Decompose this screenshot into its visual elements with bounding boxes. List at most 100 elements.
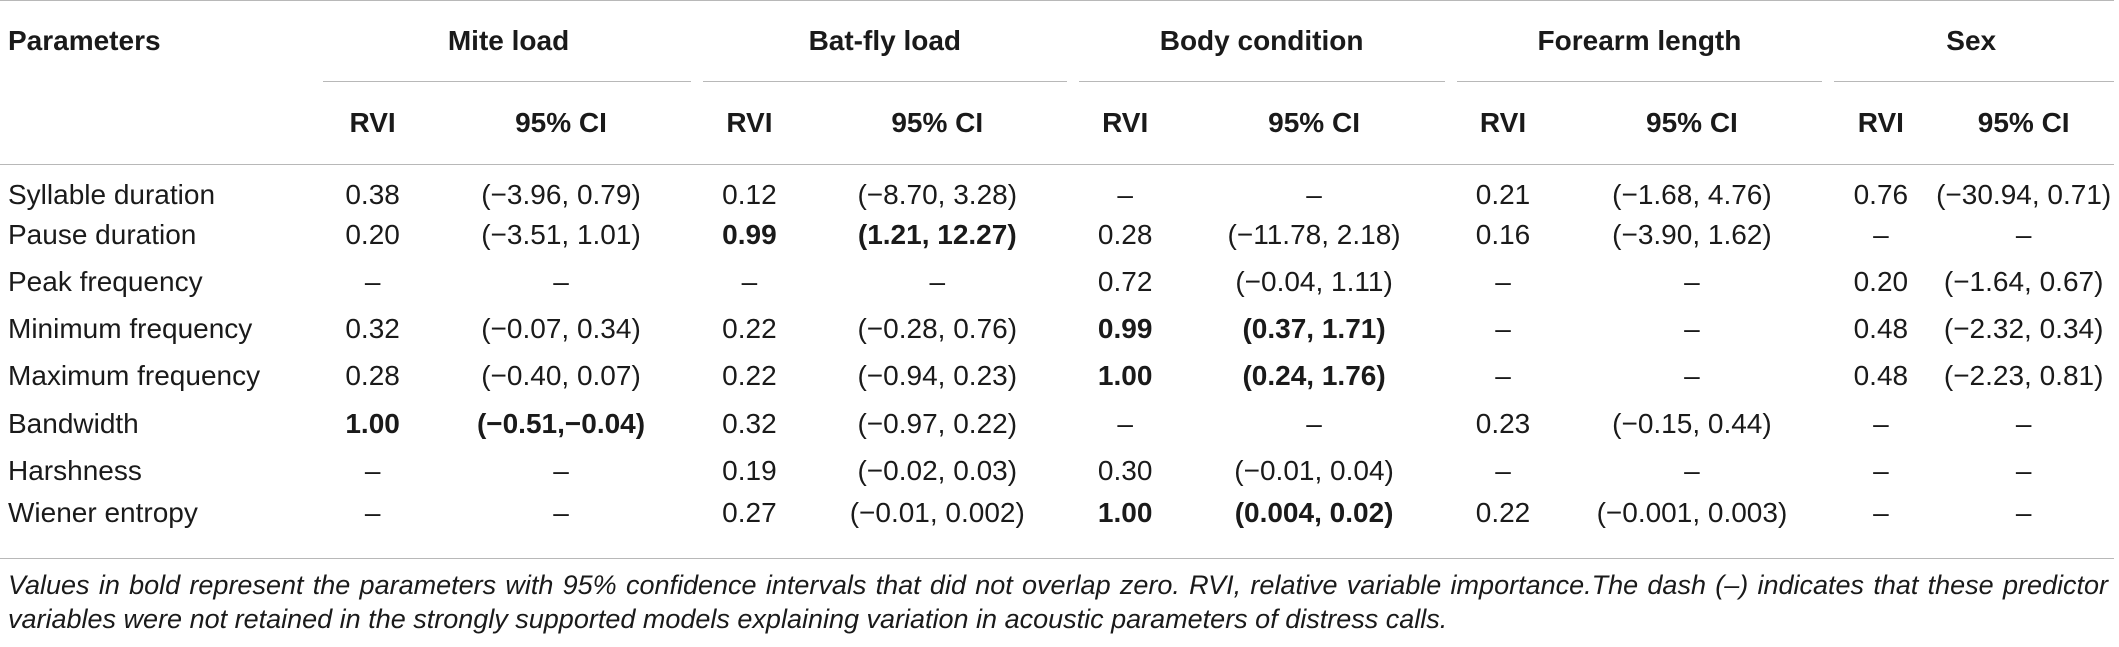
- row-label: Wiener entropy: [8, 496, 198, 528]
- ci-cell: (1.21, 12.27): [857, 218, 1017, 250]
- rvi-cell: 0.20: [1853, 265, 1909, 297]
- rvi-cell: 0.99: [722, 218, 777, 250]
- group-underline: [702, 81, 1067, 82]
- rvi-cell: 0.22: [722, 313, 777, 345]
- ci-cell: (−0.40, 0.07): [481, 360, 641, 392]
- group-header-row: Parameters Mite load Bat-fly load Body c…: [0, 0, 2114, 82]
- rvi-cell: –: [1495, 454, 1511, 486]
- rvi-cell: 0.22: [1475, 496, 1531, 528]
- table-row: Syllable duration 0.38 (−3.96, 0.79) 0.12 (−…: [0, 164, 2114, 211]
- row-label: Harshness: [8, 454, 142, 486]
- ci-cell: (−0.94, 0.23): [857, 360, 1018, 392]
- rvi-cell: 1.00: [345, 407, 400, 439]
- rvi-cell: 0.32: [722, 407, 777, 439]
- group-header-forearm-length: Forearm length: [1451, 0, 1829, 82]
- ci-cell: (0.24, 1.76): [1242, 360, 1386, 392]
- ci-cell: –: [2015, 407, 2032, 439]
- ci-cell: –: [1684, 265, 1700, 297]
- ci-cell: –: [1684, 360, 1700, 392]
- rvi-cell: –: [364, 454, 381, 486]
- ci-cell: –: [929, 265, 946, 297]
- ci-cell: (−3.90, 1.62): [1612, 218, 1772, 250]
- ci-cell: (−0.97, 0.22): [857, 407, 1018, 439]
- group-header-label: Bat-fly load: [808, 25, 962, 56]
- rvi-cell: 0.28: [1097, 218, 1153, 250]
- ci-cell: (−11.78, 2.18): [1227, 218, 1401, 250]
- rvi-cell: –: [1873, 407, 1889, 439]
- rvi-cell: 0.72: [1097, 265, 1153, 297]
- rvi-cell: 0.21: [1475, 178, 1531, 210]
- ci-cell: (−30.94, 0.71): [1936, 178, 2112, 210]
- ci-cell: (−2.32, 0.34): [1943, 313, 2104, 345]
- rvi-cell: 0.30: [1097, 454, 1153, 486]
- subheader-rvi: RVI: [1102, 106, 1149, 138]
- subheader-rvi: RVI: [726, 106, 773, 138]
- ci-cell: –: [1684, 454, 1700, 486]
- ci-cell: –: [2015, 496, 2032, 528]
- rvi-cell: 0.23: [1475, 407, 1531, 439]
- ci-cell: (−3.51, 1.01): [481, 218, 641, 250]
- rvi-cell: –: [1117, 178, 1133, 210]
- ci-cell: (−1.68, 4.76): [1612, 178, 1772, 210]
- ci-cell: –: [2015, 454, 2032, 486]
- row-label: Bandwidth: [8, 407, 139, 439]
- rvi-cell: 0.16: [1475, 218, 1531, 250]
- rvi-cell: 1.00: [1097, 496, 1153, 528]
- subheader-ci: 95% CI: [1977, 106, 2070, 138]
- subheader-ci: 95% CI: [891, 106, 984, 138]
- table-row: Maximum frequency 0.28 (−0.40, 0.07) 0.22 (−…: [0, 353, 2114, 400]
- table-row: Minimum frequency 0.32 (−0.07, 0.34) 0.22 (−…: [0, 306, 2114, 353]
- group-header-mite-load: Mite load: [320, 0, 697, 82]
- rvi-cell: –: [364, 496, 381, 528]
- row-label: Syllable duration: [8, 178, 216, 210]
- subheader-ci: 95% CI: [1646, 106, 1738, 138]
- ci-cell: (−0.001, 0.003): [1596, 496, 1788, 528]
- rvi-cell: –: [1495, 313, 1511, 345]
- ci-cell: –: [553, 496, 569, 528]
- ci-cell: –: [1306, 178, 1322, 210]
- table-row: Bandwidth 1.00 (−0.51,−0.04) 0.32 (−0.97, 0.…: [0, 400, 2114, 447]
- ci-cell: –: [1684, 313, 1700, 345]
- rvi-cell: 0.19: [722, 454, 777, 486]
- group-header-label: Mite load: [447, 25, 570, 56]
- ci-cell: (0.37, 1.71): [1242, 313, 1386, 345]
- ci-cell: (−0.04, 1.11): [1235, 265, 1393, 297]
- table-row: Pause duration 0.20 (−3.51, 1.01) 0.99 (1.21…: [0, 211, 2114, 258]
- rvi-cell: –: [364, 265, 381, 297]
- rvi-cell: –: [1495, 360, 1511, 392]
- table-body: Syllable duration 0.38 (−3.96, 0.79) 0.12 (−…: [0, 164, 2114, 542]
- subheader-row: RVI 95% CI RVI 95% CI RVI 95% CI RVI 95%…: [0, 82, 2114, 164]
- ci-cell: –: [553, 454, 569, 486]
- ci-cell: (−8.70, 3.28): [857, 178, 1018, 210]
- group-underline: [1078, 81, 1445, 82]
- subheader-ci: 95% CI: [1268, 106, 1360, 138]
- table-top-rule: [0, 0, 2114, 1]
- parameters-header: Parameters: [8, 25, 161, 56]
- ci-cell: (−0.02, 0.03): [857, 454, 1018, 486]
- ci-cell: (−2.23, 0.81): [1943, 360, 2104, 392]
- row-label: Pause duration: [8, 218, 197, 250]
- group-header-sex: Sex: [1828, 0, 2114, 82]
- subheader-ci: 95% CI: [515, 106, 607, 138]
- group-header-label: Forearm length: [1537, 25, 1742, 56]
- rvi-cell: –: [1495, 265, 1511, 297]
- table-row: Harshness – – 0.19 (−0.02, 0.03) 0.30 (−0.01, …: [0, 447, 2114, 494]
- ci-cell: (−0.51,−0.04): [476, 407, 646, 439]
- rvi-cell: –: [1873, 454, 1889, 486]
- group-header-bat-fly-load: Bat-fly load: [697, 0, 1073, 82]
- rvi-cell: 0.22: [722, 360, 777, 392]
- rvi-cell: 0.12: [722, 178, 777, 210]
- ci-cell: –: [2015, 218, 2032, 250]
- rvi-cell: 0.38: [345, 178, 400, 210]
- row-label: Minimum frequency: [8, 313, 253, 345]
- rvi-cell: –: [1873, 496, 1889, 528]
- subheader-rvi: RVI: [1479, 106, 1527, 138]
- rvi-cell: –: [1873, 218, 1889, 250]
- ci-cell: (−0.01, 0.002): [849, 496, 1025, 528]
- table-row: Wiener entropy – – 0.27 (−0.01, 0.002) 1.00 (0…: [0, 494, 2114, 541]
- table-bottom-rule: [0, 558, 2114, 559]
- ci-cell: (−0.28, 0.76): [857, 313, 1018, 345]
- ci-cell: (−0.07, 0.34): [481, 313, 641, 345]
- rvi-cell: 0.28: [345, 360, 400, 392]
